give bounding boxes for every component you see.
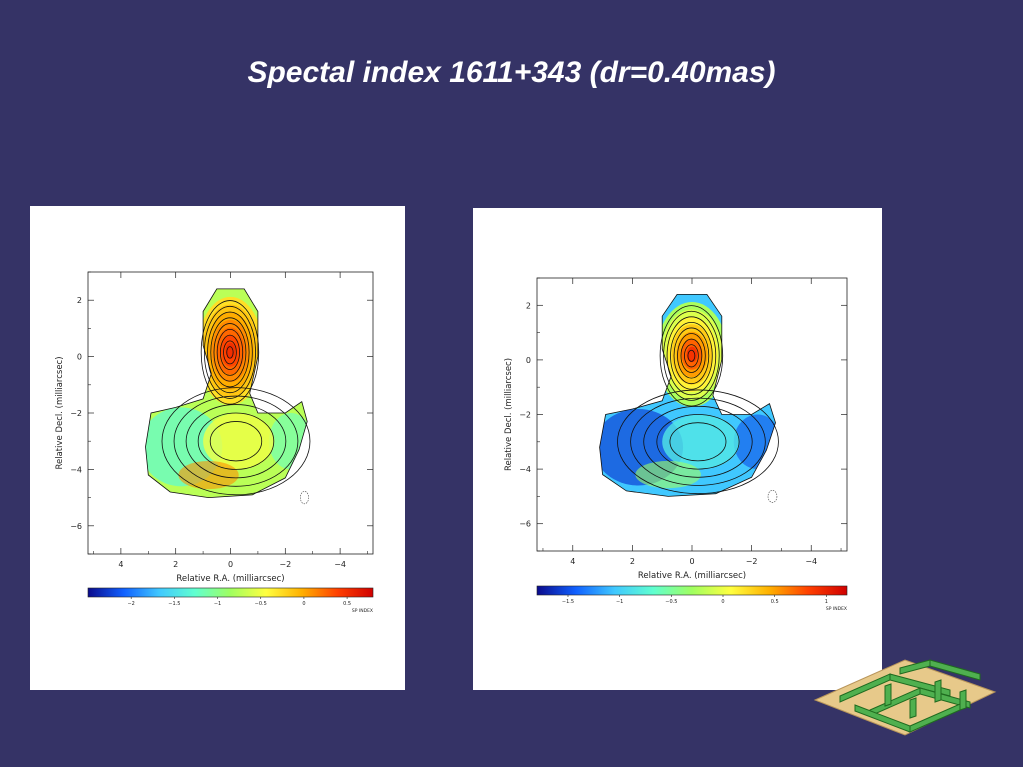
core-contour — [213, 323, 247, 382]
colorbar-tick-label: 0 — [721, 599, 724, 605]
y-tick-label: 2 — [526, 301, 531, 310]
core-contour — [684, 344, 699, 368]
jet-component — [203, 413, 275, 470]
core-contour — [210, 317, 250, 388]
colorbar-tick-label: −1.5 — [168, 601, 180, 607]
contour-lines — [599, 294, 779, 497]
core-contour — [203, 305, 256, 399]
x-axis-label: Relative R.A. (milliarcsec) — [176, 574, 284, 584]
core-contour — [673, 327, 710, 385]
x-tick-label: 4 — [118, 560, 123, 569]
source-outline-contour — [599, 294, 776, 497]
x-tick-label: 0 — [228, 560, 233, 569]
core-contour — [666, 316, 717, 396]
jet-component — [662, 414, 740, 470]
jet-contour — [209, 421, 263, 462]
jet-contour — [173, 395, 299, 487]
x-axis-label: Relative R.A. (milliarcsec) — [638, 571, 746, 581]
source-outline-contour — [145, 288, 308, 499]
core-contour — [223, 340, 237, 365]
jet-region-south — [178, 460, 239, 490]
colorbar-tick-label: 1 — [825, 599, 828, 605]
colorbar — [536, 585, 848, 596]
spectral-index-chart-left: 4 2 0 −2 −4 2 0 −2 −4 −6 Relative R.A. (milliarcse… — [55, 271, 374, 614]
beam-ellipse — [300, 491, 309, 505]
y-axis-label: Relative Decl. (milliarcsec) — [504, 358, 514, 471]
core-contour — [216, 328, 244, 376]
x-tick-label: −2 — [746, 557, 758, 566]
jet-edge-region — [733, 414, 776, 470]
y-tick-label: −4 — [70, 465, 82, 474]
core-contour — [219, 334, 240, 371]
spectral-index-map-right: 4 2 0 −2 −4 2 0 −2 −4 −6 Relative R.A. (milliarcse… — [473, 208, 882, 690]
jet-contour — [161, 387, 311, 496]
core-contour — [226, 346, 234, 359]
y-tick-label: 2 — [77, 296, 82, 305]
colorbar-tick-label: −0.5 — [255, 601, 267, 607]
jet-contour — [185, 404, 287, 479]
jet-edge-region — [268, 413, 308, 470]
y-tick-label: −6 — [519, 520, 531, 529]
core-contour — [207, 311, 253, 394]
colorbar-tick-label: −1 — [616, 599, 623, 605]
core-contour — [670, 321, 713, 390]
jet-contour — [617, 389, 779, 495]
colorbar-tick-label: 0.5 — [771, 599, 779, 605]
colorbar-tick-label: 0 — [302, 601, 305, 607]
colorbar-tick-label: −0.5 — [665, 599, 677, 605]
colorbar-tick-label: 0.5 — [343, 601, 351, 607]
core-contour — [677, 333, 706, 379]
core-contour — [659, 305, 724, 407]
jet-contour — [197, 412, 275, 470]
y-tick-label: −2 — [519, 411, 531, 420]
x-tick-label: 2 — [173, 560, 178, 569]
core-contour — [663, 310, 720, 401]
jet-contour — [669, 422, 727, 462]
y-tick-label: 0 — [526, 356, 531, 365]
colorbar — [87, 587, 374, 598]
y-tick-label: −4 — [519, 465, 531, 474]
jet-contour — [643, 405, 753, 478]
x-tick-label: 0 — [689, 557, 694, 566]
y-tick-label: 0 — [77, 353, 82, 362]
jet-contour — [630, 397, 766, 486]
spectral-index-map-left: 4 2 0 −2 −4 2 0 −2 −4 −6 Relative R.A. (milliarcse… — [30, 206, 405, 690]
colorbar-label: SP INDEX — [826, 606, 847, 612]
colorbar-tick-label: −1.5 — [562, 599, 574, 605]
x-tick-label: −4 — [805, 557, 817, 566]
beam-ellipse — [767, 490, 778, 503]
slide-title: Spectal index 1611+343 (dr=0.40mas) — [247, 56, 776, 89]
x-tick-label: −4 — [334, 560, 346, 569]
core-contour — [200, 300, 260, 405]
jet-contour — [656, 414, 740, 470]
green-maze-icon — [813, 659, 997, 736]
y-axis-label: Relative Decl. (milliarcsec) — [55, 356, 65, 469]
colorbar-tick-label: −1 — [214, 601, 221, 607]
colorbar-label: SP INDEX — [352, 608, 373, 614]
x-tick-label: 4 — [570, 557, 575, 566]
core-contour — [680, 338, 703, 373]
x-tick-label: 2 — [630, 557, 635, 566]
y-tick-label: −6 — [70, 522, 82, 531]
x-tick-label: −2 — [279, 560, 291, 569]
colorbar-tick-label: −2 — [127, 601, 134, 607]
core-contour — [687, 349, 696, 362]
y-tick-label: −2 — [70, 409, 82, 418]
contour-lines — [145, 288, 311, 499]
spectral-index-chart-right: 4 2 0 −2 −4 2 0 −2 −4 −6 Relative R.A. (milliarcse… — [504, 277, 848, 612]
jet-region-south — [635, 460, 701, 489]
